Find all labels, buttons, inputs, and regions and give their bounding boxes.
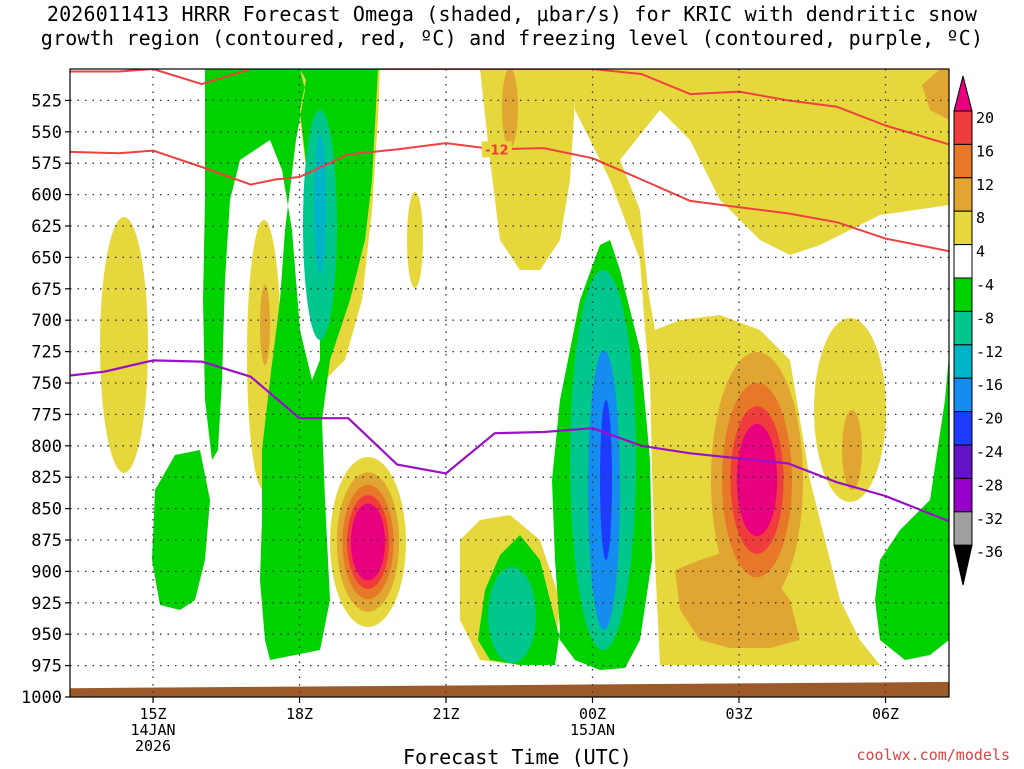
y-tick-label: 750	[31, 374, 62, 394]
freezing-level-contour	[70, 359, 949, 523]
site-credit: coolwx.com/models	[856, 746, 1010, 764]
colorbar-label: -16	[976, 376, 1003, 394]
colorbar-label: 20	[976, 109, 994, 127]
omega-region-green-15z	[152, 450, 210, 610]
colorbar-label: 8	[976, 209, 985, 227]
colorbar-legend: 20 16 12 8 4 -4 -8 -12 -16 -20 -24 -28 -32 -36	[953, 75, 1003, 586]
x-tick-label: 21Z	[432, 705, 459, 723]
colorbar-segment	[953, 344, 973, 379]
y-axis: 525 550 575 600 625 650 675 700 725 750 775 800 825 8…	[21, 91, 70, 708]
omega-region-yellow-05z	[814, 318, 886, 502]
colorbar-segment	[953, 377, 973, 413]
y-tick-label: 525	[31, 91, 62, 111]
colorbar-label: -24	[976, 443, 1003, 461]
y-tick-label: 650	[31, 248, 62, 268]
chart-title-line-1: 2026011413 HRRR Forecast Omega (shaded, …	[46, 2, 978, 26]
colorbar-segment	[953, 411, 973, 446]
contour-label-bg	[481, 141, 512, 158]
x-axis-label: Forecast Time (UTC)	[403, 745, 632, 769]
y-tick-label: 850	[31, 500, 62, 520]
colorbar-label: 12	[976, 176, 994, 194]
chart-title-line-2: growth region (contoured, red, ºC) and f…	[40, 26, 984, 50]
x-tick-label: 18Z	[286, 705, 313, 723]
colorbar-label: -8	[976, 309, 994, 327]
colorbar-segment	[953, 444, 973, 479]
y-tick-label: 600	[31, 186, 62, 206]
y-tick-label: 825	[31, 468, 62, 488]
y-tick-label: 550	[31, 123, 62, 143]
colorbar-segment	[953, 177, 973, 212]
colorbar-segment	[953, 143, 973, 179]
y-tick-label: 800	[31, 437, 62, 457]
x-tick-date: 15JAN	[570, 721, 615, 739]
omega-region-gold-21z	[502, 69, 518, 148]
omega-region-teal-22z	[488, 567, 536, 663]
omega-shading	[70, 69, 949, 697]
colorbar-segment	[953, 310, 973, 346]
colorbar-segment	[953, 210, 973, 246]
colorbar-segment	[953, 477, 973, 513]
colorbar-label: 4	[976, 243, 985, 261]
omega-max-03z-level-4	[736, 423, 778, 537]
x-tick-date: 14JAN	[130, 721, 175, 739]
ground-terrain	[70, 681, 949, 697]
colorbar-top-arrow	[953, 75, 973, 112]
colorbar-label: -32	[976, 510, 1003, 528]
y-tick-label: 1000	[21, 688, 62, 708]
dendritic-contour-1	[70, 142, 949, 253]
y-tick-label: 875	[31, 531, 62, 551]
omega-max-19z-level-5	[350, 503, 386, 581]
omega-region-yellow-14z	[100, 217, 148, 473]
colorbar-segment	[953, 277, 973, 312]
colorbar-label: -20	[976, 410, 1003, 428]
colorbar-label: -4	[976, 276, 994, 294]
omega-region-gold-17z	[260, 285, 270, 365]
omega-region-dblue-00z	[600, 400, 612, 560]
y-tick-label: 575	[31, 154, 62, 174]
colorbar-label: -36	[976, 543, 1003, 561]
colorbar-label: -28	[976, 476, 1003, 494]
y-tick-label: 925	[31, 594, 62, 614]
colorbar-label: -12	[976, 343, 1003, 361]
y-tick-label: 725	[31, 343, 62, 363]
colorbar-segment	[953, 244, 973, 279]
y-tick-label: 900	[31, 562, 62, 582]
omega-region-gold-05z	[842, 410, 862, 490]
colorbar-label: 16	[976, 142, 994, 160]
omega-region-gold-corner	[922, 69, 949, 120]
x-tick-year: 2026	[135, 737, 171, 755]
y-tick-label: 625	[31, 217, 62, 237]
y-tick-label: 700	[31, 311, 62, 331]
y-tick-label: 675	[31, 280, 62, 300]
colorbar-segment	[953, 110, 973, 145]
y-tick-label: 950	[31, 625, 62, 645]
dendritic-contour-2	[70, 69, 949, 146]
omega-region-cyan-17z	[314, 135, 326, 275]
contour-lines: -12	[70, 69, 949, 523]
omega-region-yellow-21z	[480, 69, 575, 270]
omega-region-yellow-small	[407, 192, 423, 288]
colorbar-segment	[953, 511, 973, 546]
x-tick-label: 00Z	[579, 705, 606, 723]
y-tick-label: 775	[31, 405, 62, 425]
colorbar-bottom-arrow	[953, 544, 973, 586]
x-tick-label: 06Z	[872, 705, 899, 723]
x-tick-label: 03Z	[725, 705, 752, 723]
omega-region-green-06z	[875, 355, 949, 660]
dendritic-contour-label: -12	[485, 143, 509, 158]
y-tick-label: 975	[31, 657, 62, 677]
x-tick-label: 15Z	[139, 705, 166, 723]
